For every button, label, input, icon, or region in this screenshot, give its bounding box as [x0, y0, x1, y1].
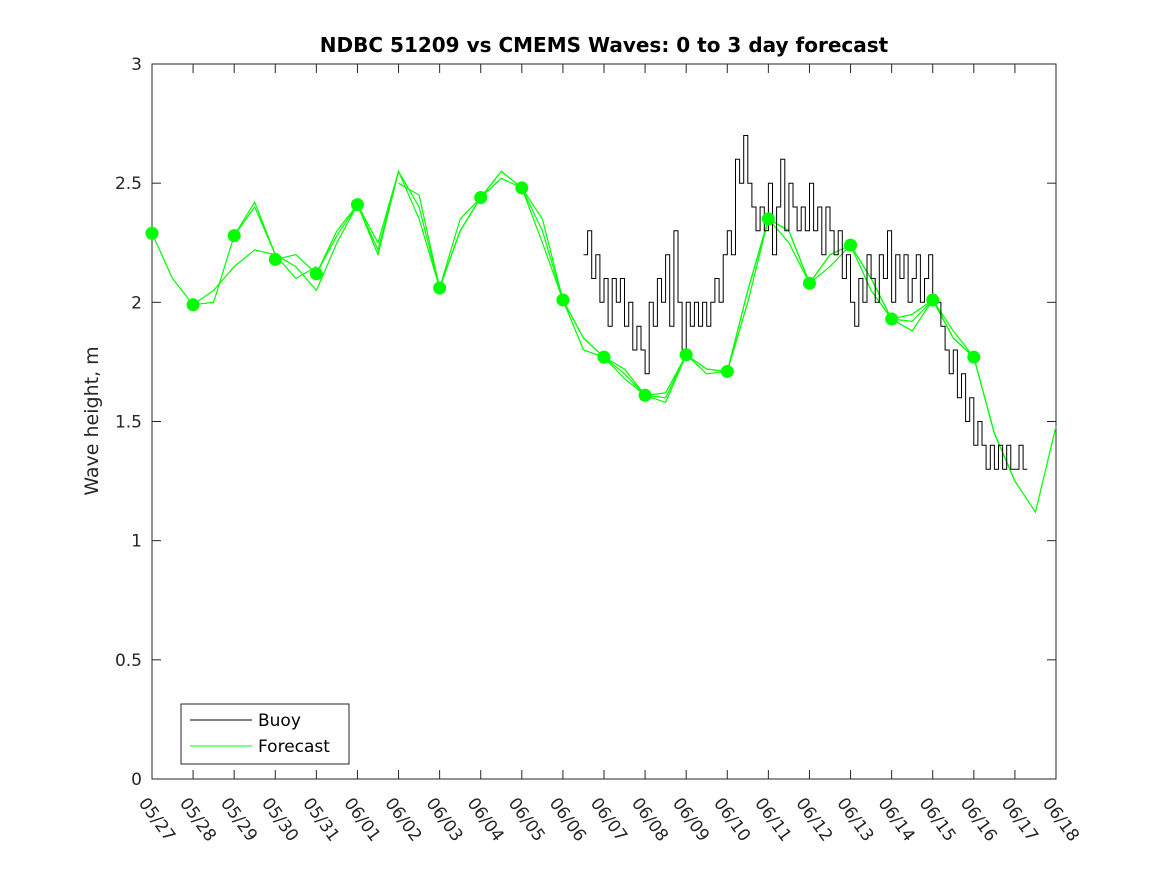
legend-forecast-label: Forecast [258, 737, 330, 757]
y-tick-label: 2 [131, 293, 142, 313]
forecast-run-line [151, 232, 276, 306]
y-tick-labels: 0 0.5 1 1.5 2 2.5 3 [115, 55, 142, 790]
y-tick-label: 2.5 [115, 174, 142, 194]
forecast-run-line [645, 218, 769, 399]
forecast-marker [227, 229, 241, 243]
forecast-run-line [439, 170, 564, 301]
forecast-marker [145, 226, 159, 240]
legend-buoy-label: Buoy [258, 711, 301, 731]
forecast-marker [638, 388, 652, 402]
axis-ticks [151, 63, 1057, 780]
forecast-marker [761, 212, 775, 226]
forecast-marker [926, 293, 940, 307]
forecast-marker [885, 312, 899, 326]
forecast-run-line [193, 205, 317, 306]
forecast-run-line [275, 171, 400, 275]
forecast-marker [967, 350, 981, 364]
forecast-marker [597, 350, 611, 364]
forecast-run-line [849, 244, 975, 358]
y-tick-label: 3 [131, 55, 142, 75]
legend: Buoy Forecast [180, 703, 350, 765]
forecast-marker [802, 276, 816, 290]
forecast-marker [679, 348, 693, 362]
forecast-marker [844, 238, 858, 252]
forecast-marker [309, 267, 323, 281]
forecast-marker [186, 298, 200, 312]
legend-box [180, 703, 350, 765]
forecast-marker [556, 293, 570, 307]
forecast-markers [145, 181, 981, 402]
forecast-run-line [521, 187, 646, 396]
plot-area [151, 63, 1057, 780]
y-tick-label: 0.5 [115, 651, 142, 671]
forecast-marker [350, 198, 364, 212]
forecast-run-line [932, 299, 1057, 514]
forecast-marker [720, 364, 734, 378]
y-tick-label: 1.5 [115, 413, 142, 433]
forecast-run-line [233, 200, 359, 292]
buoy-line [583, 135, 1028, 470]
forecast-marker [433, 281, 447, 295]
forecast-marker [515, 181, 529, 195]
buoy-series [583, 135, 1028, 470]
forecast-run-line [356, 169, 482, 291]
forecast-marker [474, 190, 488, 204]
forecast-series [151, 169, 1057, 514]
forecast-run-line [562, 299, 687, 404]
y-tick-label: 0 [131, 770, 142, 790]
forecast-marker [268, 252, 282, 266]
forecast-run-line [315, 169, 441, 289]
y-axis-label: Wave height, m [81, 346, 103, 495]
chart-title: NDBC 51209 vs CMEMS Waves: 0 to 3 day fo… [320, 33, 889, 57]
y-tick-label: 1 [131, 532, 142, 552]
